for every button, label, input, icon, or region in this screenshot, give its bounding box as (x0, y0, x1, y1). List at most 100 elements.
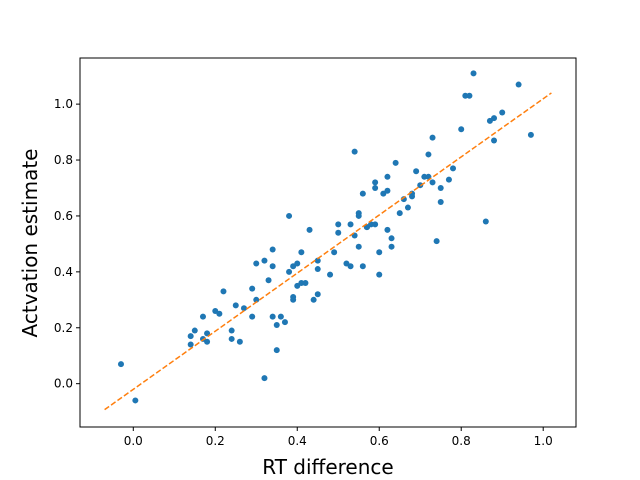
data-point (351, 148, 358, 155)
data-point (191, 327, 198, 334)
data-point (400, 196, 407, 203)
data-point (302, 280, 309, 287)
data-point (216, 310, 223, 317)
data-point (445, 176, 452, 183)
data-point (335, 221, 342, 228)
data-point (117, 361, 124, 368)
data-point (277, 313, 284, 320)
y-axis: 0.0 0.2 0.4 0.6 0.8 1.0 (54, 97, 80, 391)
data-point (220, 288, 227, 295)
data-point (265, 277, 272, 284)
y-tick-label: 0.2 (54, 321, 73, 335)
data-point (331, 249, 338, 256)
data-point (253, 296, 260, 303)
data-point (429, 134, 436, 141)
data-point (290, 296, 297, 303)
data-point (232, 302, 239, 309)
data-point (228, 327, 235, 334)
data-point (359, 263, 366, 270)
data-point (355, 243, 362, 250)
data-point (281, 319, 288, 326)
data-point (458, 126, 465, 133)
data-point (482, 218, 489, 225)
data-point (384, 173, 391, 180)
data-point (294, 260, 301, 267)
data-point (372, 184, 379, 191)
data-point (437, 184, 444, 191)
data-point (372, 221, 379, 228)
data-point (314, 266, 321, 273)
data-point (261, 375, 268, 382)
data-point (384, 226, 391, 233)
y-tick-label: 0.6 (54, 209, 73, 223)
data-point (132, 397, 139, 404)
data-point (286, 268, 293, 275)
data-point (384, 187, 391, 194)
data-point (355, 210, 362, 217)
data-point (368, 221, 375, 228)
data-point (392, 159, 399, 166)
data-point (236, 338, 243, 345)
x-tick-label: 1.0 (534, 434, 553, 448)
data-point (327, 271, 334, 278)
data-point (376, 271, 383, 278)
data-point (269, 313, 276, 320)
data-point (240, 305, 247, 312)
x-tick-label: 0.8 (452, 434, 471, 448)
data-point (425, 151, 432, 158)
data-point (347, 263, 354, 270)
y-tick-label: 1.0 (54, 97, 73, 111)
data-point (187, 341, 194, 348)
data-point (396, 210, 403, 217)
data-point (466, 92, 473, 99)
data-point (269, 246, 276, 253)
data-point (253, 260, 260, 267)
data-point (335, 229, 342, 236)
data-point (404, 204, 411, 211)
data-point (421, 173, 428, 180)
data-point (187, 333, 194, 340)
y-tick-label: 0.8 (54, 153, 73, 167)
data-point (298, 249, 305, 256)
fit-line (104, 92, 552, 411)
data-point (347, 221, 354, 228)
data-point (409, 193, 416, 200)
data-point (499, 109, 506, 116)
data-point (359, 190, 366, 197)
data-point (310, 296, 317, 303)
data-point (491, 137, 498, 144)
data-point (228, 335, 235, 342)
data-point (388, 243, 395, 250)
data-point (437, 198, 444, 205)
x-tick-label: 0.6 (370, 434, 389, 448)
data-point (376, 249, 383, 256)
data-point (314, 291, 321, 298)
data-point (204, 330, 211, 337)
data-point (199, 313, 206, 320)
data-point (429, 179, 436, 186)
data-point (204, 338, 211, 345)
data-point (249, 285, 256, 292)
y-tick-label: 0.4 (54, 265, 73, 279)
plot-layer (104, 70, 552, 411)
y-axis-title: Actvation estimate (18, 149, 42, 338)
data-point (413, 168, 420, 175)
plot-frame (79, 57, 577, 428)
y-tick-label: 0.0 (54, 377, 73, 391)
data-point (372, 179, 379, 186)
data-point (261, 257, 268, 264)
data-point (273, 347, 280, 354)
data-point (388, 235, 395, 242)
data-point (527, 131, 534, 138)
x-axis-title: RT difference (262, 455, 393, 479)
data-point (433, 238, 440, 245)
data-point (286, 212, 293, 219)
data-point (450, 165, 457, 172)
data-point (306, 226, 313, 233)
data-point (273, 321, 280, 328)
data-point (470, 70, 477, 77)
x-tick-label: 0.0 (124, 434, 143, 448)
data-point (491, 115, 498, 122)
x-tick-label: 0.2 (206, 434, 225, 448)
